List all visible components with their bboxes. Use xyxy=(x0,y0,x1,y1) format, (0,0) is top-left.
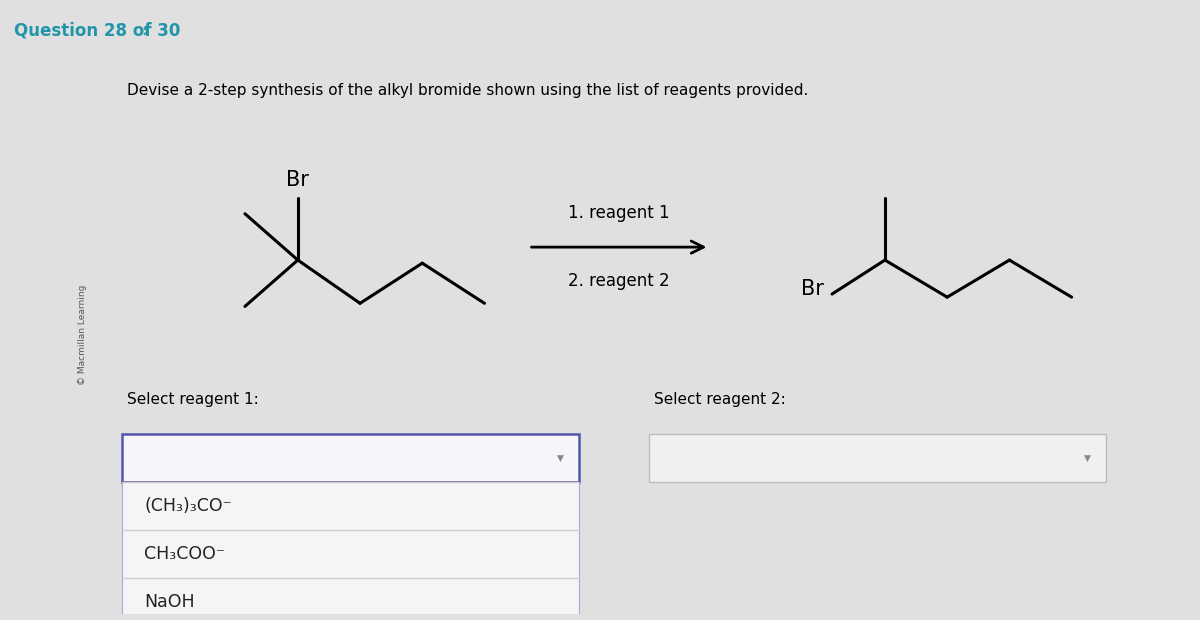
Text: 2. reagent 2: 2. reagent 2 xyxy=(568,272,670,290)
Text: ▼: ▼ xyxy=(557,454,564,463)
Text: (CH₃)₃CO⁻: (CH₃)₃CO⁻ xyxy=(144,497,232,515)
Text: Devise a 2-step synthesis of the alkyl bromide shown using the list of reagents : Devise a 2-step synthesis of the alkyl b… xyxy=(127,83,809,98)
Text: NaOH: NaOH xyxy=(144,593,194,611)
Text: CH₃COO⁻: CH₃COO⁻ xyxy=(144,545,226,563)
Text: Br: Br xyxy=(287,170,310,190)
Text: ›: › xyxy=(142,21,150,40)
Text: Br: Br xyxy=(802,279,824,299)
Text: Select reagent 1:: Select reagent 1: xyxy=(127,392,259,407)
Text: ▼: ▼ xyxy=(1085,454,1091,463)
Text: Question 28 of 30: Question 28 of 30 xyxy=(14,22,181,40)
Bar xyxy=(122,435,578,482)
Bar xyxy=(649,435,1105,482)
Text: 1. reagent 1: 1. reagent 1 xyxy=(568,204,670,222)
Bar xyxy=(122,482,578,620)
Text: Select reagent 2:: Select reagent 2: xyxy=(654,392,786,407)
Text: © Macmillan Learning: © Macmillan Learning xyxy=(78,285,86,385)
